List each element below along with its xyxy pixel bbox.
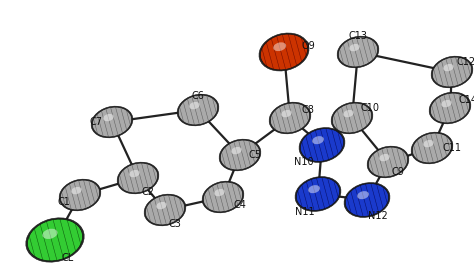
Text: C12: C12 (456, 57, 474, 67)
Ellipse shape (331, 102, 373, 134)
Ellipse shape (178, 95, 218, 125)
Ellipse shape (281, 110, 292, 117)
Ellipse shape (344, 183, 390, 217)
Ellipse shape (117, 162, 159, 194)
Text: C6: C6 (191, 91, 204, 101)
Text: C1: C1 (57, 197, 71, 207)
Ellipse shape (443, 64, 454, 71)
Ellipse shape (26, 218, 84, 262)
Text: C8: C8 (301, 105, 314, 115)
Text: N10: N10 (294, 157, 314, 167)
Ellipse shape (91, 106, 133, 138)
Ellipse shape (260, 34, 308, 70)
Text: C3: C3 (169, 219, 182, 229)
Ellipse shape (103, 114, 114, 121)
Ellipse shape (92, 107, 132, 137)
Text: C7: C7 (90, 117, 102, 127)
Ellipse shape (441, 100, 452, 107)
Text: C9: C9 (392, 167, 404, 177)
Ellipse shape (368, 147, 408, 177)
Ellipse shape (332, 103, 372, 133)
Ellipse shape (301, 129, 344, 161)
Ellipse shape (432, 57, 472, 87)
Text: C14: C14 (458, 95, 474, 105)
Ellipse shape (379, 154, 390, 161)
Ellipse shape (299, 128, 345, 162)
Ellipse shape (214, 189, 225, 196)
Text: N12: N12 (368, 211, 388, 221)
Ellipse shape (367, 146, 409, 178)
Text: C4: C4 (234, 200, 246, 210)
Ellipse shape (219, 139, 261, 171)
Ellipse shape (59, 179, 101, 211)
Ellipse shape (430, 93, 470, 123)
Ellipse shape (259, 33, 309, 71)
Ellipse shape (189, 102, 200, 109)
Text: N11: N11 (295, 207, 315, 217)
Ellipse shape (177, 94, 219, 126)
Ellipse shape (349, 44, 360, 51)
Ellipse shape (269, 102, 311, 134)
Ellipse shape (308, 185, 320, 193)
Ellipse shape (338, 37, 378, 67)
Ellipse shape (423, 140, 434, 147)
Ellipse shape (220, 140, 260, 170)
Ellipse shape (202, 181, 244, 213)
Ellipse shape (312, 136, 324, 144)
Ellipse shape (343, 110, 354, 117)
Ellipse shape (144, 194, 186, 226)
Ellipse shape (346, 183, 389, 217)
Text: C5: C5 (248, 150, 262, 160)
Ellipse shape (431, 56, 473, 88)
Ellipse shape (357, 191, 369, 199)
Text: C2: C2 (142, 187, 155, 197)
Ellipse shape (429, 92, 471, 124)
Ellipse shape (71, 187, 82, 194)
Text: C10: C10 (361, 103, 380, 113)
Text: O9: O9 (301, 41, 315, 51)
Ellipse shape (60, 180, 100, 210)
Text: CL: CL (62, 253, 74, 263)
Ellipse shape (411, 132, 453, 164)
Text: C11: C11 (443, 143, 462, 153)
Ellipse shape (270, 103, 310, 133)
Ellipse shape (273, 42, 286, 51)
Ellipse shape (412, 133, 452, 163)
Ellipse shape (118, 163, 158, 193)
Ellipse shape (27, 219, 82, 261)
Ellipse shape (146, 195, 185, 225)
Ellipse shape (337, 36, 379, 68)
Ellipse shape (129, 170, 140, 177)
Ellipse shape (42, 229, 57, 239)
Ellipse shape (203, 182, 243, 212)
Text: C13: C13 (348, 31, 367, 41)
Ellipse shape (156, 202, 167, 209)
Ellipse shape (231, 147, 242, 154)
Ellipse shape (295, 176, 341, 211)
Ellipse shape (296, 178, 340, 210)
